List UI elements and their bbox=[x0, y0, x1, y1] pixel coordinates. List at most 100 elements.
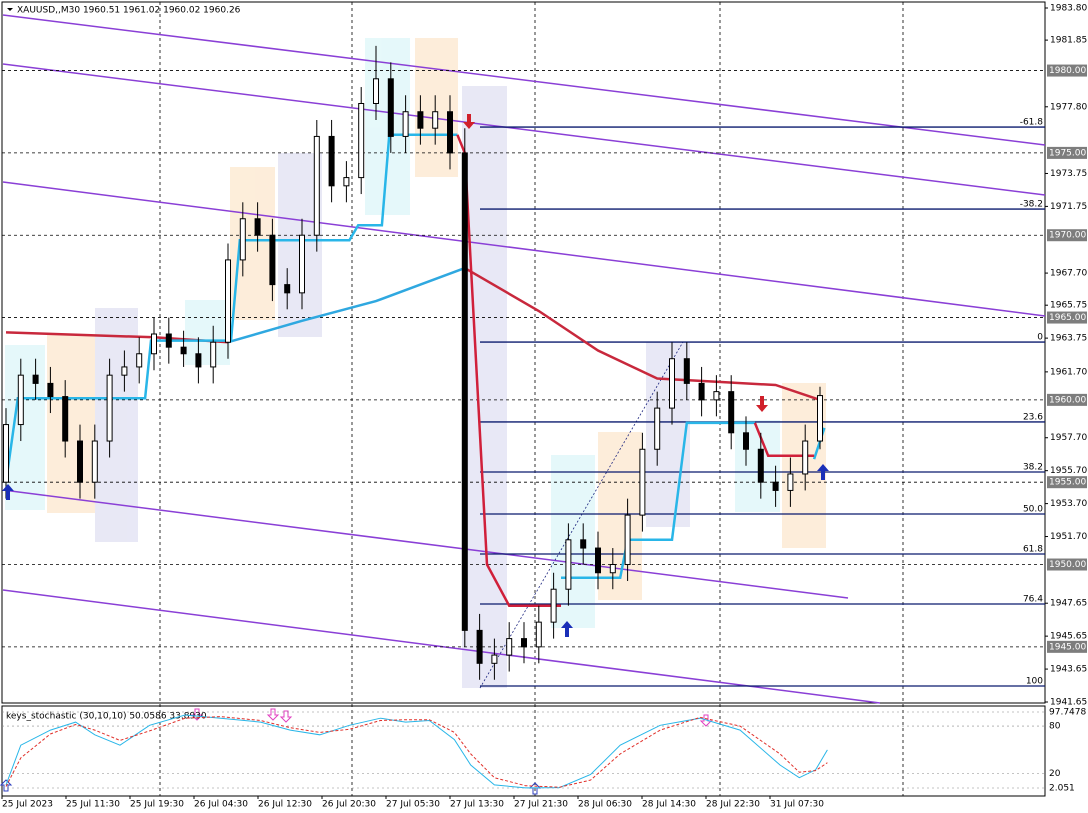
main-panel bbox=[1, 1, 1046, 704]
x-tick-label: 26 Jul 04:30 bbox=[194, 800, 248, 810]
level-box bbox=[1047, 640, 1087, 653]
level-box bbox=[1047, 393, 1087, 406]
time-grid bbox=[159, 2, 904, 796]
x-tick-label: 25 Jul 19:30 bbox=[130, 800, 184, 810]
candle-body bbox=[32, 374, 39, 384]
candle-body bbox=[136, 353, 143, 368]
y-tick-label: 1965.75 bbox=[1050, 301, 1087, 311]
fib-label: -38.2 bbox=[1020, 200, 1043, 210]
indicator-line bbox=[456, 134, 815, 607]
level-label: 1945.00 bbox=[1049, 642, 1086, 652]
y-tick-label: 1957.70 bbox=[1050, 433, 1087, 443]
zone bbox=[598, 432, 642, 600]
candle-body bbox=[654, 407, 661, 450]
candle-body bbox=[121, 366, 128, 376]
fib-label: 76.4 bbox=[1023, 595, 1043, 605]
candle-body bbox=[491, 654, 498, 664]
channels bbox=[2, 14, 1046, 704]
candle-body bbox=[284, 284, 291, 294]
candle-body bbox=[417, 111, 424, 129]
stoch-sell bbox=[266, 708, 280, 721]
candle-body bbox=[77, 440, 83, 483]
buy-arrow bbox=[817, 464, 829, 480]
level-box bbox=[1047, 558, 1087, 571]
x-tick-label: 31 Jul 07:30 bbox=[770, 800, 824, 810]
candle-body bbox=[328, 135, 335, 187]
candle-body bbox=[210, 341, 217, 368]
candle-body bbox=[802, 440, 809, 475]
candle-body bbox=[402, 111, 409, 137]
chart-title: XAUUSD,,M30 1960.51 1961.02 1960.02 1960… bbox=[17, 6, 241, 16]
candle-body bbox=[743, 432, 749, 450]
candle-body bbox=[269, 234, 276, 286]
menu-triangle[interactable] bbox=[7, 8, 13, 11]
candle-body bbox=[180, 346, 187, 355]
y-tick-label: 1947.65 bbox=[1050, 599, 1087, 609]
fib-label: -61.8 bbox=[1020, 118, 1044, 128]
candle-body bbox=[817, 395, 823, 442]
candle-body bbox=[698, 382, 705, 401]
candle-body bbox=[609, 564, 616, 574]
level-label: 1965.00 bbox=[1049, 313, 1086, 323]
channel-line bbox=[2, 181, 1046, 317]
y-tick-label: 1961.70 bbox=[1050, 367, 1087, 377]
channel-line bbox=[2, 63, 1046, 196]
candle-body bbox=[343, 177, 350, 187]
level-box bbox=[1047, 146, 1087, 159]
zone bbox=[365, 38, 410, 215]
candle-body bbox=[683, 358, 690, 384]
candle-body bbox=[639, 448, 646, 516]
x-tick-label: 25 Jul 11:30 bbox=[66, 800, 120, 810]
candle-body bbox=[239, 218, 246, 261]
level-label: 1980.00 bbox=[1049, 66, 1086, 76]
candle-body bbox=[461, 152, 468, 631]
y-tick-label: 1951.70 bbox=[1050, 532, 1087, 542]
signals bbox=[0, 114, 829, 795]
level-label: 1975.00 bbox=[1049, 148, 1086, 158]
stoch-tick-label: 80 bbox=[1049, 722, 1061, 732]
candle-body bbox=[728, 391, 735, 434]
y-tick-label: 1981.85 bbox=[1050, 36, 1087, 46]
candle-body bbox=[47, 382, 54, 398]
stochastic-line bbox=[5, 716, 828, 788]
y-tick-label: 1971.75 bbox=[1050, 202, 1087, 212]
fib-trend bbox=[479, 341, 684, 689]
candle-body bbox=[91, 440, 98, 483]
level-label: 1970.00 bbox=[1049, 231, 1086, 241]
zone bbox=[47, 335, 95, 513]
sell-arrow bbox=[756, 396, 768, 412]
stochastic-line bbox=[5, 714, 828, 789]
x-tick-label: 26 Jul 12:30 bbox=[258, 800, 312, 810]
zone bbox=[185, 300, 230, 365]
candle-body bbox=[195, 353, 202, 368]
x-tick-label: 28 Jul 06:30 bbox=[578, 800, 632, 810]
stoch-buy bbox=[0, 779, 13, 792]
y-tick-label: 1977.80 bbox=[1050, 102, 1087, 112]
candle-body bbox=[225, 259, 231, 343]
candle-body bbox=[17, 374, 24, 426]
candle-body bbox=[595, 547, 601, 574]
y-tick-label: 1943.65 bbox=[1050, 665, 1087, 675]
candle-body bbox=[106, 374, 113, 442]
stochastic-panel bbox=[1, 705, 1046, 797]
zone bbox=[462, 86, 507, 688]
y-tick-label: 1963.75 bbox=[1050, 334, 1087, 344]
x-tick-label: 27 Jul 21:30 bbox=[514, 800, 568, 810]
candle-body bbox=[165, 333, 172, 348]
y-tick-label: 1983.80 bbox=[1050, 4, 1087, 14]
channel-line bbox=[2, 489, 849, 599]
candle-body bbox=[432, 111, 439, 129]
level-box bbox=[1047, 311, 1087, 324]
candle-body bbox=[757, 448, 764, 483]
candle-body bbox=[580, 539, 587, 549]
level-box bbox=[1047, 64, 1087, 77]
y-tick-label: 1945.65 bbox=[1050, 632, 1087, 642]
x-tick-label: 28 Jul 14:30 bbox=[642, 800, 696, 810]
candle-body bbox=[506, 638, 513, 656]
fib-label: 23.6 bbox=[1023, 412, 1043, 422]
stoch-tick-label: 97.7478 bbox=[1049, 708, 1086, 718]
candle-body bbox=[387, 78, 394, 137]
candle-body bbox=[772, 481, 779, 491]
x-tick-label: 28 Jul 22:30 bbox=[706, 800, 760, 810]
